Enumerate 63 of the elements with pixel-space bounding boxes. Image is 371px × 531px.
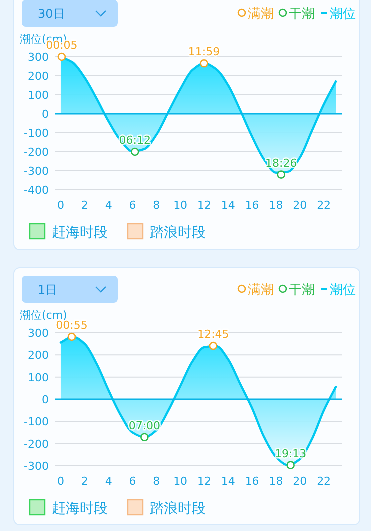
legend-label: 潮位	[330, 283, 356, 298]
y-tick-label: -300	[24, 165, 49, 178]
y-tick-label: -100	[24, 127, 49, 140]
x-tick-label: 6	[129, 475, 136, 488]
point	[140, 433, 149, 442]
x-tick-label: 6	[129, 199, 136, 212]
y-tick-label: 300	[28, 327, 49, 340]
annotation: 12:45	[198, 328, 230, 342]
point	[277, 170, 286, 179]
y-tick-label: -200	[24, 146, 49, 159]
y-tick-label: -400	[24, 184, 49, 197]
y-tick-label: -300	[24, 460, 49, 473]
y-tick-label: -100	[24, 416, 49, 429]
x-tick-label: 22	[317, 199, 332, 212]
x-tick-label: 8	[153, 199, 160, 212]
y-tick-label: 200	[28, 70, 49, 83]
x-tick-label: 20	[293, 199, 308, 212]
annotation: 11:59	[188, 46, 220, 59]
x-tick-label: 18	[269, 199, 284, 212]
y-tick-label: 300	[28, 51, 49, 64]
legend-label: 踏浪时段	[150, 501, 206, 517]
x-tick-label: 2	[81, 475, 88, 488]
x-tick-label: 16	[245, 475, 260, 488]
point	[68, 332, 76, 342]
legend-label: 潮位	[330, 7, 356, 22]
legend-label: 踏浪时段	[150, 225, 206, 241]
legend-label: 干潮	[289, 7, 315, 22]
x-tick-label: 4	[105, 475, 112, 488]
y-tick-label: 0	[42, 394, 49, 406]
legend-label: 赶海时段	[52, 501, 108, 517]
x-tick-label: 14	[221, 199, 236, 212]
legend-label: 赶海时段	[52, 225, 108, 241]
y-tick-label: -200	[24, 438, 49, 451]
y-tick-label: 200	[28, 349, 49, 362]
x-tick-label: 16	[245, 199, 260, 212]
x-tick-label: 4	[105, 199, 112, 212]
x-tick-label: 0	[57, 199, 64, 212]
point	[58, 52, 66, 62]
y-tick-label: 100	[28, 371, 49, 384]
x-tick-label: 22	[317, 475, 332, 488]
y-tick-label: 100	[28, 89, 49, 102]
legend-label: 满潮	[248, 7, 274, 22]
x-tick-label: 0	[57, 475, 64, 488]
x-tick-label: 10	[174, 475, 188, 488]
y-tick-label: 0	[42, 108, 49, 121]
annotation: 07:00	[128, 419, 161, 432]
chart-title: 1日	[38, 283, 58, 297]
point	[209, 342, 218, 350]
x-tick-label: 12	[197, 475, 212, 488]
point	[286, 461, 295, 470]
x-tick-label: 10	[174, 199, 188, 212]
point	[200, 60, 208, 68]
chart-title: 30日	[38, 7, 66, 21]
x-tick-label: 2	[81, 199, 88, 212]
x-tick-label: 20	[293, 475, 308, 488]
x-tick-label: 8	[153, 475, 160, 488]
x-tick-label: 12	[197, 199, 212, 212]
legend-label: 干潮	[289, 283, 315, 298]
y-axis-title: 潮位(cm)	[20, 309, 68, 322]
point	[130, 148, 140, 156]
x-tick-label: 14	[221, 475, 236, 488]
legend-label: 满潮	[248, 283, 274, 298]
x-tick-label: 18	[269, 475, 284, 488]
